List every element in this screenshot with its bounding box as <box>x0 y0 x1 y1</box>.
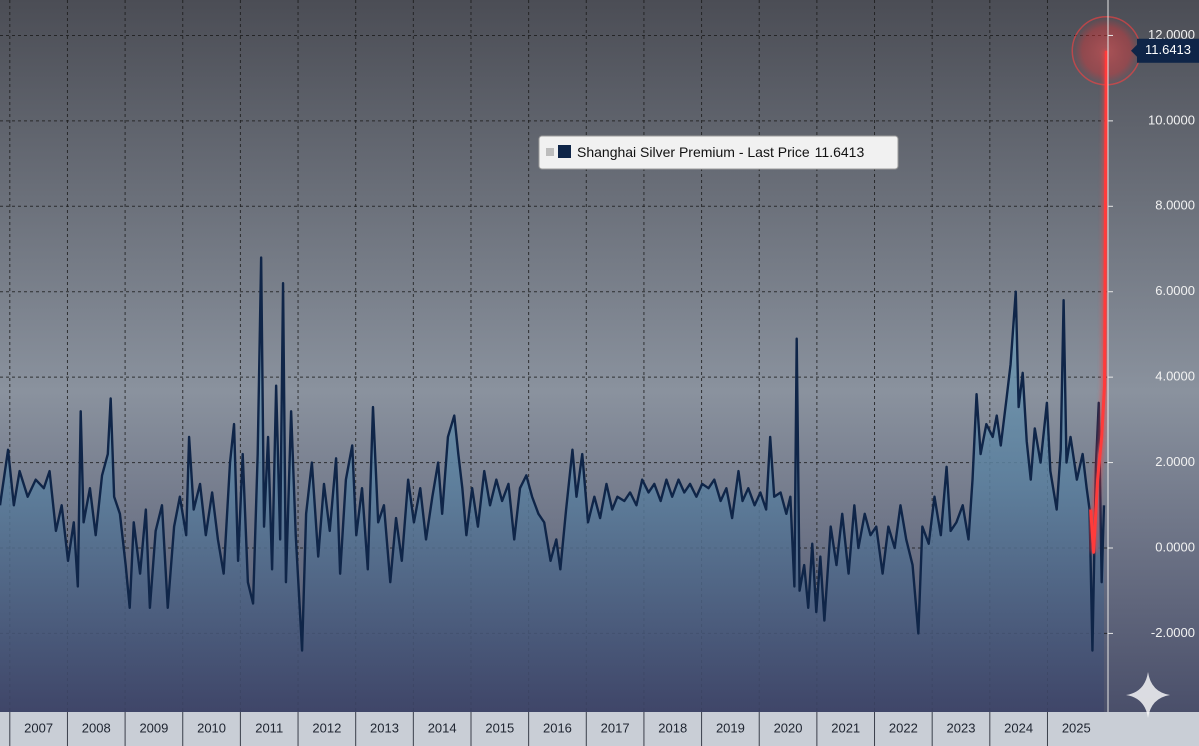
data-layer <box>0 16 1142 712</box>
x-tick-label: 2021 <box>831 720 860 735</box>
y-tick-label: 10.0000 <box>1148 112 1195 127</box>
x-tick-label: 2024 <box>1004 720 1033 735</box>
x-tick-label: 2025 <box>1062 720 1091 735</box>
y-tick-label: 12.0000 <box>1148 27 1195 42</box>
x-tick-label: 2008 <box>82 720 111 735</box>
x-tick-label: 2010 <box>197 720 226 735</box>
x-tick-label: 2011 <box>255 720 283 735</box>
x-tick-label: 2014 <box>428 720 457 735</box>
x-tick-label: 2020 <box>774 720 803 735</box>
x-tick-label: 2009 <box>139 720 168 735</box>
y-tick-label: 0.0000 <box>1155 539 1195 554</box>
area <box>0 257 1104 712</box>
y-tick-label: -2.0000 <box>1151 625 1195 640</box>
x-tick-label: 2013 <box>370 720 399 735</box>
x-tick-label: 2018 <box>658 720 687 735</box>
x-tick-label: 2022 <box>889 720 918 735</box>
legend-swatch <box>558 145 571 158</box>
x-tick-label: 2015 <box>485 720 514 735</box>
x-tick-label: 2007 <box>24 720 53 735</box>
x-tick-label: 2016 <box>543 720 572 735</box>
x-tick-label: 2023 <box>947 720 976 735</box>
y-tick-label: 4.0000 <box>1155 369 1195 384</box>
legend-label: Shanghai Silver Premium - Last Price 11.6… <box>577 144 864 160</box>
last-value-label: 11.6413 <box>1145 42 1191 57</box>
x-axis-band <box>0 712 1199 746</box>
line <box>0 256 1106 652</box>
x-tick-label: 2019 <box>716 720 745 735</box>
last-value-tag <box>1137 38 1199 63</box>
x-tick-label: 2017 <box>601 720 630 735</box>
last-value-tag-pointer <box>1131 44 1137 57</box>
watermark-star <box>1126 672 1170 718</box>
legend-last-value: 11.6413 <box>815 144 865 160</box>
legend-swatch-gray <box>546 148 554 156</box>
legend-name: Shanghai Silver Premium - Last Price <box>577 144 810 160</box>
y-tick-label: 6.0000 <box>1155 283 1195 298</box>
axis-layer: -2.0000 0.0000 2.0000 4.0000 6.0000 8.0000 10.… <box>9 27 1199 746</box>
y-tick-label: 2.0000 <box>1155 454 1195 469</box>
legend-box <box>538 135 899 170</box>
y-tick-label: 8.0000 <box>1155 198 1195 213</box>
highlight-line <box>1089 50 1108 554</box>
x-tick-label: 2012 <box>312 720 341 735</box>
legend: Shanghai Silver Premium - Last Price 11.6… <box>538 135 899 170</box>
